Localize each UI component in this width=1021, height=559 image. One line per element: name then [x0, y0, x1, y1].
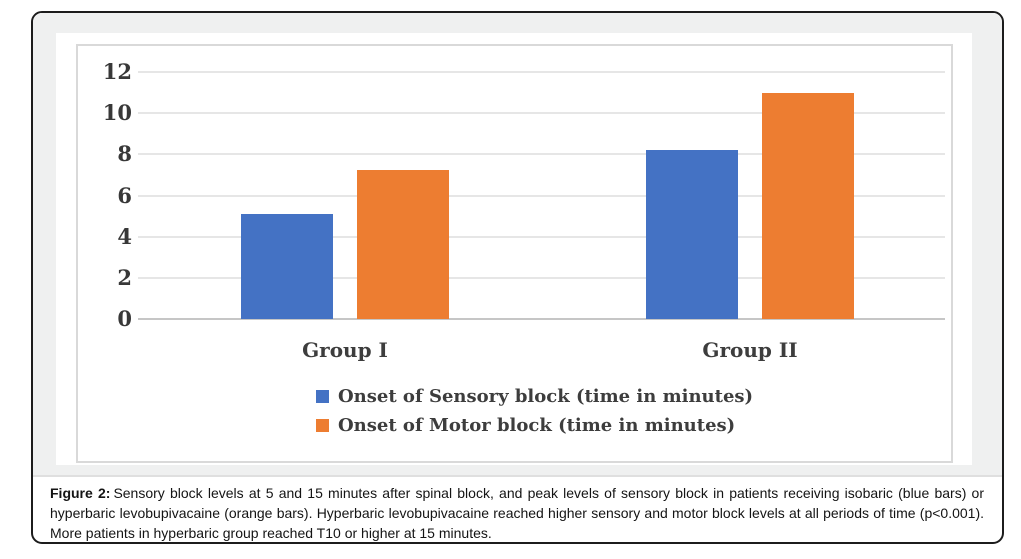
- x-axis-line: [138, 318, 945, 320]
- gridline: [138, 153, 945, 156]
- legend-item: Onset of Motor block (time in minutes): [316, 415, 753, 436]
- plot-area: 0 2 4 6 8 10 12 Group I Group II Onset of Sensory…: [78, 46, 951, 461]
- y-axis-tick-label: 12: [102, 59, 132, 85]
- bar-groupi-series2: [357, 170, 449, 319]
- gridline: [138, 71, 945, 74]
- figure-card: 0 2 4 6 8 10 12 Group I Group II Onset of Sensory…: [31, 11, 1004, 544]
- legend: Onset of Sensory block (time in minutes)…: [316, 386, 753, 436]
- figure-caption-text: Sensory block levels at 5 and 15 minutes…: [50, 485, 985, 541]
- legend-label: Onset of Sensory block (time in minutes): [338, 386, 754, 407]
- y-axis-tick-label: 4: [117, 223, 132, 249]
- gridline: [138, 112, 945, 115]
- bar-groupii-series2: [762, 93, 854, 319]
- gridline: [138, 194, 945, 197]
- legend-item: Onset of Sensory block (time in minutes): [316, 386, 753, 407]
- bar-groupii-series1: [646, 150, 738, 319]
- y-axis-tick-label: 6: [117, 182, 132, 208]
- legend-label: Onset of Motor block (time in minutes): [338, 415, 736, 436]
- bar-groupi-series1: [241, 214, 333, 319]
- y-axis-tick-label: 8: [117, 141, 132, 167]
- gridline: [138, 235, 945, 238]
- x-axis-category-label: Group II: [702, 338, 798, 362]
- chart-panel: 0 2 4 6 8 10 12 Group I Group II Onset of Sensory…: [56, 33, 972, 465]
- gridline: [138, 276, 945, 279]
- x-axis-category-label: Group I: [302, 338, 388, 362]
- chart-image-region: 0 2 4 6 8 10 12 Group I Group II Onset of Sensory…: [33, 13, 1002, 477]
- y-axis-tick-label: 10: [102, 100, 132, 126]
- figure-caption-label: Figure 2:: [50, 485, 111, 501]
- legend-color-swatch: [316, 390, 329, 403]
- figure-caption: Figure 2: Sensory block levels at 5 and 1…: [50, 483, 985, 542]
- chart-frame: 0 2 4 6 8 10 12 Group I Group II Onset of Sensory…: [76, 44, 953, 463]
- y-axis-tick-label: 2: [117, 264, 132, 290]
- legend-color-swatch: [316, 419, 329, 432]
- y-axis-tick-label: 0: [117, 306, 132, 331]
